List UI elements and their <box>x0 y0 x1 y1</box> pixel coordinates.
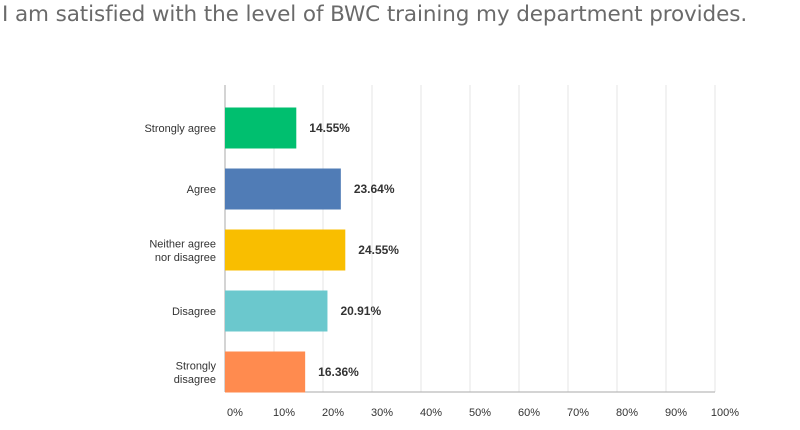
bar <box>225 229 346 271</box>
x-tick-label: 60% <box>518 407 540 419</box>
chart-title: I am satisfied with the level of BWC tra… <box>2 2 748 27</box>
x-tick-label: 20% <box>322 407 344 419</box>
data-label: 20.91% <box>340 304 381 318</box>
data-label: 23.64% <box>354 182 395 196</box>
data-label: 24.55% <box>358 243 399 257</box>
x-tick-label: 40% <box>420 407 442 419</box>
x-tick-label: 100% <box>711 407 739 419</box>
bar <box>225 168 341 210</box>
x-tick-label: 10% <box>273 407 295 419</box>
x-tick-label: 80% <box>616 407 638 419</box>
x-tick-label: 0% <box>227 407 243 419</box>
category-label: Agree <box>187 184 216 196</box>
bar <box>225 351 306 393</box>
x-tick-label: 30% <box>371 407 393 419</box>
category-label: Strongly agree <box>144 123 216 135</box>
bar <box>225 290 328 332</box>
data-label: 16.36% <box>318 365 359 379</box>
category-label: Neither agree nor disagree <box>149 238 216 264</box>
x-tick-label: 70% <box>567 407 589 419</box>
x-tick-label: 90% <box>665 407 687 419</box>
x-tick-label: 50% <box>469 407 491 419</box>
data-label: 14.55% <box>309 121 350 135</box>
category-label: Strongly disagree <box>174 360 217 386</box>
category-label: Disagree <box>172 306 216 318</box>
bar <box>225 107 297 149</box>
